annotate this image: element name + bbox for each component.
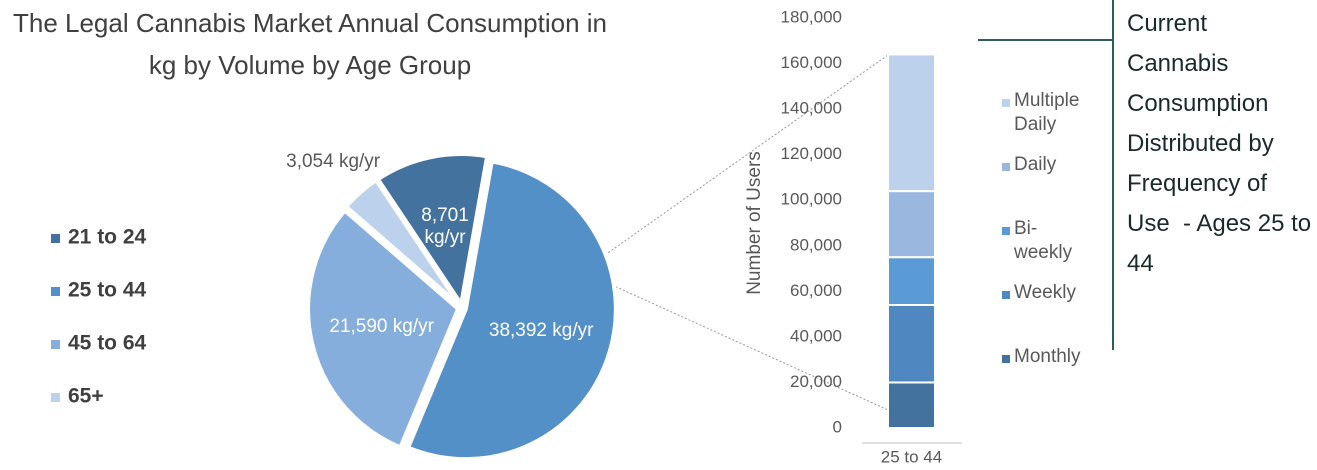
y-tick-label: 180,000 bbox=[781, 7, 842, 26]
bar-segment bbox=[887, 190, 936, 259]
y-tick-label: 160,000 bbox=[781, 53, 842, 72]
legend-label: 65+ bbox=[68, 385, 104, 408]
y-tick-label: 40,000 bbox=[790, 326, 842, 345]
y-tick-label: 60,000 bbox=[790, 281, 842, 300]
data-label: 21,590 kg/yr bbox=[329, 315, 434, 337]
y-tick-label: 120,000 bbox=[781, 144, 842, 163]
chart-title: The Legal Cannabis Market Annual Consump… bbox=[12, 8, 608, 80]
legend-label: Multiple Daily bbox=[1014, 90, 1080, 135]
annotation: Current Cannabis Consumption Distributed… bbox=[1127, 10, 1312, 277]
y-tick-label: 100,000 bbox=[781, 190, 842, 209]
connector bbox=[611, 284, 889, 411]
legend-marker bbox=[51, 234, 60, 243]
legend-marker bbox=[51, 287, 60, 296]
legend-label: 45 to 64 bbox=[68, 332, 147, 355]
pie-slice bbox=[405, 159, 618, 462]
legend-label: Weekly bbox=[1014, 282, 1076, 303]
bar-segment bbox=[887, 381, 936, 430]
y-axis-label: Number of Users bbox=[744, 151, 765, 295]
connector bbox=[604, 54, 889, 256]
data-label: 8,701 kg/yr bbox=[421, 205, 469, 249]
data-label: 38,392 kg/yr bbox=[488, 320, 594, 342]
y-tick-label: 140,000 bbox=[781, 99, 842, 118]
data-label: 3,054 kg/yr bbox=[286, 150, 381, 172]
legend-marker bbox=[1002, 227, 1010, 235]
legend-marker bbox=[1002, 355, 1010, 363]
pie-slice bbox=[306, 207, 461, 450]
bar-segment bbox=[887, 304, 936, 384]
legend-label: Daily bbox=[1014, 154, 1057, 175]
bar-segment bbox=[887, 256, 936, 306]
legend-marker bbox=[1002, 99, 1010, 107]
legend-marker bbox=[51, 393, 60, 402]
legend-marker bbox=[51, 340, 60, 349]
y-tick-label: 80,000 bbox=[790, 235, 842, 254]
legend-label: 25 to 44 bbox=[68, 279, 147, 302]
pie-slice bbox=[343, 177, 462, 307]
legend-label: 21 to 24 bbox=[68, 226, 147, 249]
legend-label: Monthly bbox=[1014, 346, 1081, 367]
bar-segment bbox=[887, 53, 936, 193]
legend-label: Bi-weekly bbox=[1014, 218, 1073, 263]
x-tick-label: 25 to 44 bbox=[881, 447, 942, 466]
legend-marker bbox=[1002, 163, 1010, 171]
pie-slice bbox=[375, 152, 490, 310]
y-tick-label: 0 bbox=[833, 417, 842, 436]
y-tick-label: 20,000 bbox=[790, 372, 842, 391]
legend-marker bbox=[1002, 291, 1010, 299]
